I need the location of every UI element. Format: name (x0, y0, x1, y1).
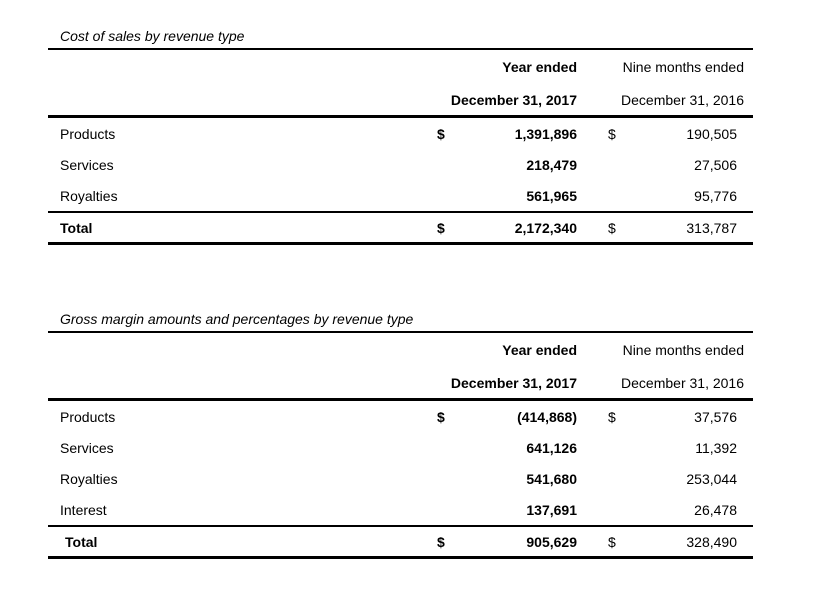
table-row-services: Services 218,479 27,506 (48, 149, 753, 180)
table-row-products: Products $ (414,868) $ 37,576 (48, 401, 753, 432)
column-header-2016-date: December 31, 2016 (621, 374, 744, 391)
table-row-total: Total $ 2,172,340 $ 313,787 (48, 213, 753, 242)
row-label: Products (60, 125, 116, 142)
value-2017: 905,629 (526, 533, 577, 550)
value-2017: 137,691 (526, 501, 577, 518)
cost-of-sales-table: Cost of sales by revenue type Year ended… (48, 26, 753, 245)
currency-symbol-2017: $ (437, 533, 445, 550)
row-label: Total (60, 219, 93, 236)
currency-symbol-2017: $ (437, 408, 445, 425)
value-2016: 95,776 (694, 187, 737, 204)
value-2017: 541,680 (526, 470, 577, 487)
gross-margin-table: Gross margin amounts and percentages by … (48, 309, 753, 559)
column-header-2016-date: December 31, 2016 (621, 91, 744, 108)
column-header-2016-period: Nine months ended (622, 342, 744, 358)
column-header-2017-period: Year ended (502, 59, 577, 75)
row-label: Products (60, 408, 116, 425)
currency-symbol-2016: $ (608, 408, 616, 425)
header-divider (48, 115, 753, 118)
table-row-products: Products $ 1,391,896 $ 190,505 (48, 118, 753, 149)
value-2016: 27,506 (694, 156, 737, 173)
value-2017: 561,965 (526, 187, 577, 204)
header-row-date: December 31, 2017 December 31, 2016 (48, 84, 753, 115)
value-2016: 313,787 (686, 219, 737, 236)
title-divider (48, 48, 753, 50)
row-label: Services (60, 156, 114, 173)
value-2016: 253,044 (686, 470, 737, 487)
column-header-2017-date: December 31, 2017 (450, 374, 577, 391)
title-divider (48, 331, 753, 333)
value-2017: 218,479 (526, 156, 577, 173)
currency-symbol-2016: $ (608, 533, 616, 550)
value-2016: 328,490 (686, 533, 737, 550)
value-2016: 37,576 (694, 408, 737, 425)
total-divider (48, 525, 753, 527)
column-header-2016-period: Nine months ended (622, 59, 744, 75)
row-label: Interest (60, 501, 107, 518)
value-2017: 1,391,896 (514, 125, 577, 142)
value-2016: 190,505 (686, 125, 737, 142)
table-row-total: Total $ 905,629 $ 328,490 (48, 527, 753, 556)
currency-symbol-2016: $ (608, 219, 616, 236)
table-row-royalties: Royalties 561,965 95,776 (48, 180, 753, 211)
currency-symbol-2017: $ (437, 219, 445, 236)
table-bottom-border (48, 556, 753, 559)
table-row-interest: Interest 137,691 26,478 (48, 494, 753, 525)
table-bottom-border (48, 242, 753, 245)
column-header-2017-period: Year ended (502, 342, 577, 358)
header-row-period: Year ended Nine months ended (48, 50, 753, 84)
value-2017: (414,868) (517, 408, 577, 425)
value-2016: 11,392 (695, 439, 737, 456)
currency-symbol-2016: $ (608, 125, 616, 142)
row-label: Royalties (60, 470, 118, 487)
value-2017: 641,126 (526, 439, 577, 456)
header-row-date: December 31, 2017 December 31, 2016 (48, 367, 753, 398)
table-title: Gross margin amounts and percentages by … (60, 311, 414, 327)
value-2017: 2,172,340 (514, 219, 577, 236)
header-divider (48, 398, 753, 401)
value-2016: 26,478 (694, 501, 737, 518)
row-label: Royalties (60, 187, 118, 204)
row-label: Services (60, 439, 114, 456)
header-row-period: Year ended Nine months ended (48, 333, 753, 367)
total-divider (48, 211, 753, 213)
row-label: Total (65, 533, 98, 550)
table-row-royalties: Royalties 541,680 253,044 (48, 463, 753, 494)
column-header-2017-date: December 31, 2017 (450, 91, 577, 108)
currency-symbol-2017: $ (437, 125, 445, 142)
table-title: Cost of sales by revenue type (60, 28, 245, 44)
table-row-services: Services 641,126 11,392 (48, 432, 753, 463)
